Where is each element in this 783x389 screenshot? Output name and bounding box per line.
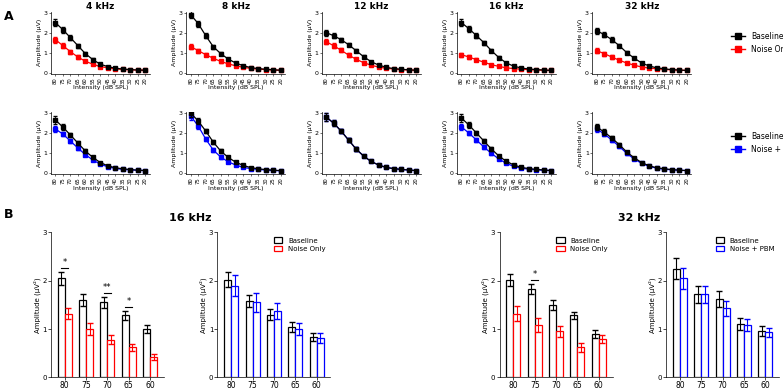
- Y-axis label: Amplitude (μV): Amplitude (μV): [579, 119, 583, 166]
- Bar: [253, 302, 260, 377]
- Y-axis label: Amplitude (μV): Amplitude (μV): [308, 119, 312, 166]
- Y-axis label: Amplitude (μV): Amplitude (μV): [172, 119, 178, 166]
- Bar: [570, 315, 577, 377]
- Bar: [224, 280, 231, 377]
- X-axis label: Intensity (dB SPL): Intensity (dB SPL): [73, 85, 128, 90]
- Y-axis label: Amplitude (μV): Amplitude (μV): [443, 119, 448, 166]
- Bar: [716, 299, 723, 377]
- Y-axis label: Amplitude (μV): Amplitude (μV): [172, 19, 178, 66]
- Bar: [128, 347, 135, 377]
- Text: 16 kHz: 16 kHz: [169, 213, 212, 223]
- Title: 8 kHz: 8 kHz: [222, 2, 250, 11]
- Legend: Baseline, Noise Only: Baseline, Noise Only: [555, 236, 609, 253]
- Legend: Baseline, Noise + PBM: Baseline, Noise + PBM: [731, 132, 783, 154]
- Y-axis label: Amplitude (μV²): Amplitude (μV²): [34, 277, 41, 333]
- Legend: Baseline, Noise + PBM: Baseline, Noise + PBM: [714, 236, 776, 253]
- Bar: [702, 294, 709, 377]
- Title: 12 kHz: 12 kHz: [354, 2, 388, 11]
- X-axis label: Intensity (dB SPL): Intensity (dB SPL): [73, 186, 128, 191]
- Bar: [58, 278, 65, 377]
- Bar: [246, 301, 253, 377]
- Bar: [288, 327, 295, 377]
- X-axis label: Intensity (dB SPL): Intensity (dB SPL): [343, 186, 399, 191]
- Bar: [680, 278, 687, 377]
- Bar: [723, 308, 730, 377]
- Bar: [231, 286, 238, 377]
- Y-axis label: Amplitude (μV): Amplitude (μV): [308, 19, 312, 66]
- Title: 32 kHz: 32 kHz: [625, 2, 659, 11]
- Bar: [695, 294, 702, 377]
- Bar: [514, 314, 521, 377]
- Text: *: *: [532, 270, 537, 279]
- Bar: [86, 329, 93, 377]
- Bar: [309, 337, 316, 377]
- Legend: Baseline, Noise Only: Baseline, Noise Only: [272, 236, 327, 253]
- Title: 4 kHz: 4 kHz: [86, 2, 114, 11]
- Y-axis label: Amplitude (μV): Amplitude (μV): [579, 19, 583, 66]
- Bar: [549, 305, 556, 377]
- Bar: [274, 311, 281, 377]
- Bar: [535, 325, 542, 377]
- Bar: [599, 339, 606, 377]
- Text: *: *: [63, 258, 67, 267]
- Bar: [577, 347, 584, 377]
- Bar: [556, 331, 563, 377]
- Y-axis label: Amplitude (μV²): Amplitude (μV²): [200, 277, 207, 333]
- Bar: [79, 300, 86, 377]
- Bar: [65, 314, 72, 377]
- Bar: [528, 289, 535, 377]
- X-axis label: Intensity (dB SPL): Intensity (dB SPL): [614, 186, 669, 191]
- Title: 16 kHz: 16 kHz: [489, 2, 524, 11]
- Bar: [316, 338, 323, 377]
- Bar: [765, 332, 772, 377]
- Bar: [107, 340, 114, 377]
- Y-axis label: Amplitude (μV): Amplitude (μV): [37, 19, 42, 66]
- Bar: [121, 315, 128, 377]
- X-axis label: Intensity (dB SPL): Intensity (dB SPL): [208, 85, 263, 90]
- Bar: [507, 280, 514, 377]
- Bar: [737, 324, 744, 377]
- X-axis label: Intensity (dB SPL): Intensity (dB SPL): [478, 85, 534, 90]
- Bar: [267, 315, 274, 377]
- Bar: [295, 329, 302, 377]
- Bar: [143, 329, 150, 377]
- Bar: [592, 334, 599, 377]
- X-axis label: Intensity (dB SPL): Intensity (dB SPL): [478, 186, 534, 191]
- Text: *: *: [127, 297, 131, 306]
- Bar: [758, 331, 765, 377]
- Bar: [673, 269, 680, 377]
- Y-axis label: Amplitude (μV²): Amplitude (μV²): [648, 277, 656, 333]
- X-axis label: Intensity (dB SPL): Intensity (dB SPL): [343, 85, 399, 90]
- Bar: [100, 302, 107, 377]
- Legend: Baseline, Noise Only: Baseline, Noise Only: [731, 32, 783, 54]
- Y-axis label: Amplitude (μV): Amplitude (μV): [443, 19, 448, 66]
- Y-axis label: Amplitude (μV²): Amplitude (μV²): [482, 277, 489, 333]
- Bar: [150, 357, 157, 377]
- Y-axis label: Amplitude (μV): Amplitude (μV): [37, 119, 42, 166]
- Text: 32 kHz: 32 kHz: [619, 213, 660, 223]
- Text: **: **: [103, 283, 112, 292]
- X-axis label: Intensity (dB SPL): Intensity (dB SPL): [614, 85, 669, 90]
- Bar: [744, 325, 751, 377]
- Text: A: A: [4, 10, 13, 23]
- X-axis label: Intensity (dB SPL): Intensity (dB SPL): [208, 186, 263, 191]
- Text: B: B: [4, 208, 13, 221]
